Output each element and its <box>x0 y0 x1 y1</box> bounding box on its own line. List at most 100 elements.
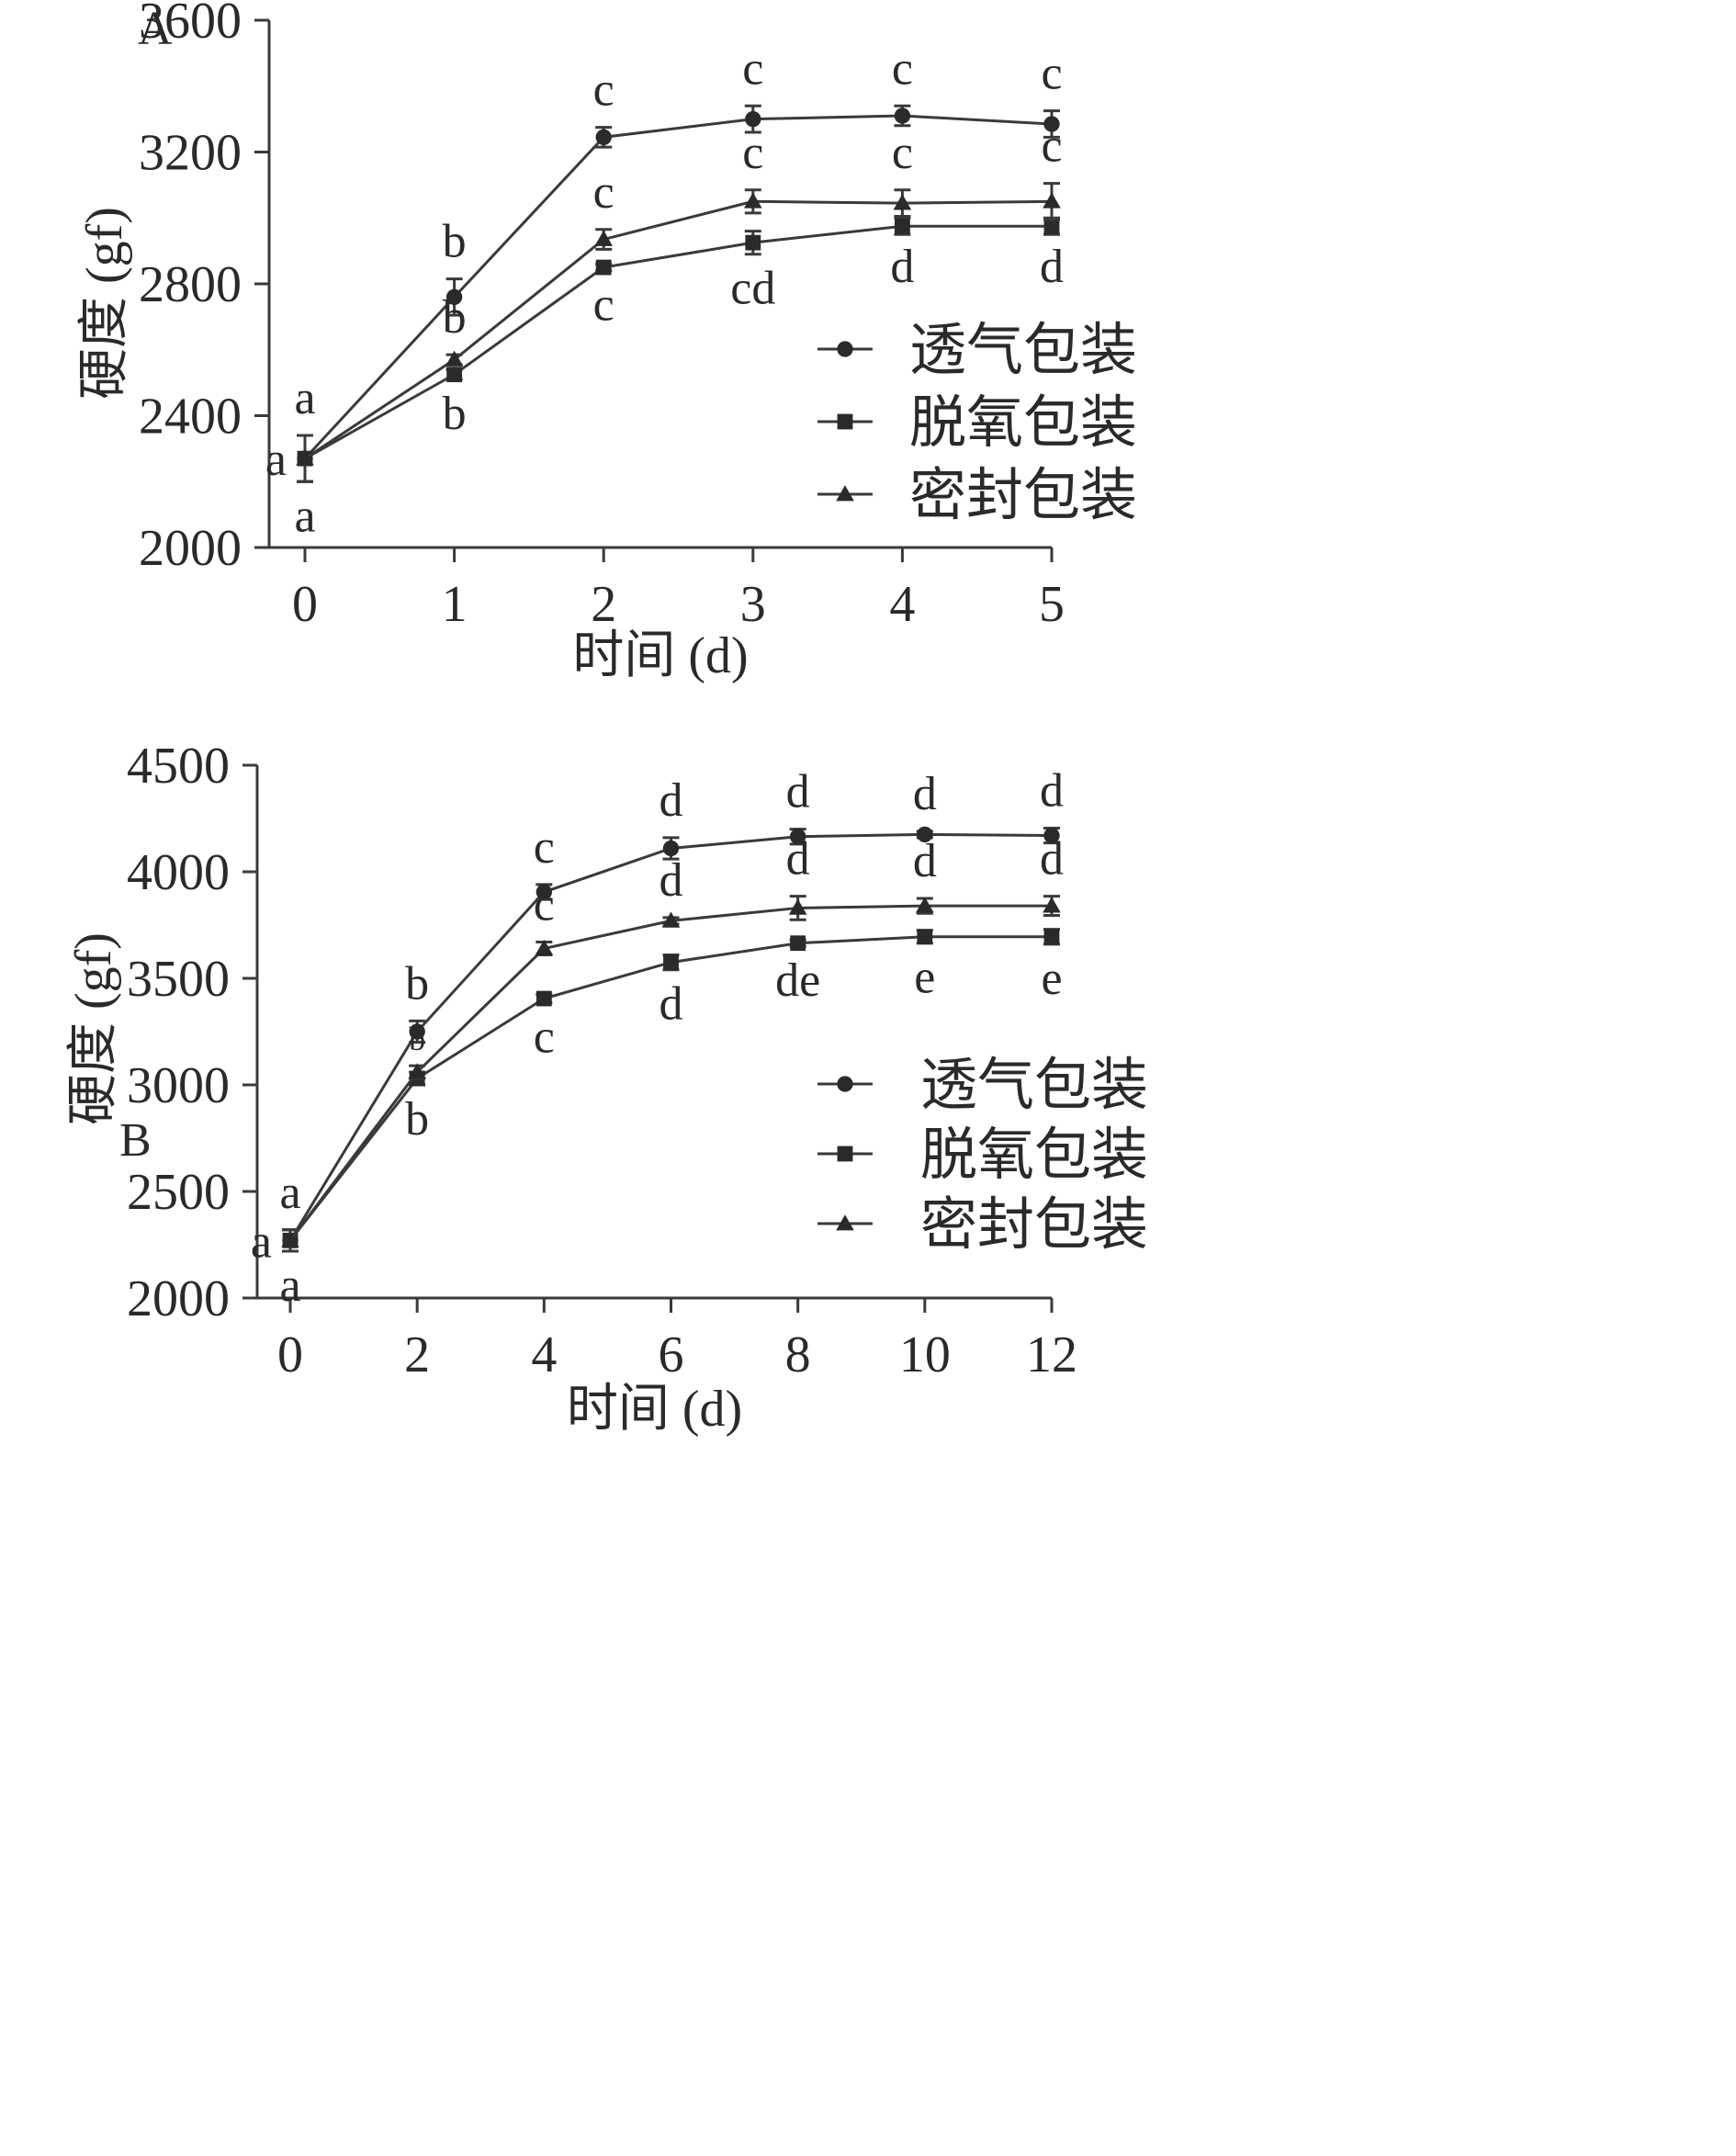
significance-label: c <box>892 42 913 95</box>
marker-triangle <box>744 192 762 209</box>
x-tick-label: 6 <box>659 1326 684 1383</box>
marker-circle <box>837 341 853 357</box>
marker-square <box>790 935 806 952</box>
y-tick-label: 2000 <box>139 520 242 577</box>
marker-circle <box>1043 827 1060 844</box>
series-circle: abc c c c <box>294 42 1063 483</box>
legend-label: 密封包装 <box>920 1194 1148 1257</box>
marker-circle <box>917 826 933 843</box>
y-tick-label: 3500 <box>127 951 230 1008</box>
series-line <box>304 224 1052 460</box>
marker-square <box>1043 929 1060 945</box>
series-square: a b c cd d d <box>265 216 1064 486</box>
significance-label: b <box>443 388 467 440</box>
y-axis-title: 硬度 (gf) <box>76 207 133 400</box>
x-axis-title: 时间 (d) <box>572 627 748 684</box>
significance-label: c <box>1041 48 1062 100</box>
series-triangle: a b c c c c <box>294 120 1062 543</box>
marker-triangle <box>296 449 314 466</box>
marker-circle <box>595 129 612 146</box>
marker-triangle <box>1043 897 1061 913</box>
significance-label: c <box>742 127 763 179</box>
marker-triangle <box>788 898 807 915</box>
y-tick-label: 2400 <box>139 389 242 446</box>
marker-square <box>895 218 910 234</box>
significance-label: a <box>265 434 287 486</box>
marker-square <box>446 367 462 383</box>
legend-label: 透气包装 <box>909 320 1137 382</box>
x-tick-label: 4 <box>531 1326 557 1383</box>
significance-label: d <box>659 978 683 1031</box>
marker-circle <box>894 107 911 124</box>
significance-label: c <box>534 1011 555 1064</box>
significance-label: e <box>1041 953 1062 1005</box>
marker-triangle <box>916 897 934 913</box>
legend-label: 透气包装 <box>920 1055 1148 1117</box>
marker-square <box>837 1146 853 1162</box>
panel-b: B 2000 2500 3000 3500 4000 4500 0 2 4 6 8 10 12 硬度 (g… <box>65 738 1148 1438</box>
marker-circle <box>662 840 680 857</box>
significance-label: d <box>913 768 937 820</box>
x-tick-label: 0 <box>292 576 318 633</box>
y-tick-label: 3200 <box>139 125 242 182</box>
y-tick-label: 4000 <box>127 844 230 901</box>
significance-label: d <box>786 766 810 818</box>
significance-label: b <box>443 216 467 268</box>
significance-label: c <box>534 879 555 931</box>
x-tick-label: 12 <box>1026 1326 1077 1383</box>
significance-label: a <box>279 1259 300 1312</box>
marker-triangle <box>836 485 854 502</box>
marker-square <box>837 413 853 430</box>
significance-label: b <box>409 1021 425 1057</box>
marker-circle <box>445 288 463 306</box>
marker-triangle <box>594 230 613 246</box>
x-tick-label: 4 <box>889 576 915 633</box>
y-tick-label: 3600 <box>139 0 242 50</box>
legend-label: 密封包装 <box>909 465 1137 527</box>
significance-label: b <box>405 1093 429 1146</box>
significance-label: de <box>775 954 820 1007</box>
significance-label: c <box>534 821 555 874</box>
series-line <box>303 114 1053 460</box>
y-tick-label: 2500 <box>127 1164 230 1221</box>
marker-triangle <box>1043 192 1061 209</box>
significance-label: d <box>1040 241 1064 293</box>
marker-square <box>1043 218 1060 234</box>
panel-label-a: A <box>138 3 173 55</box>
marker-triangle <box>445 350 464 367</box>
significance-label: a <box>294 372 315 424</box>
marker-triangle <box>281 1231 299 1247</box>
y-tick-label: 2800 <box>139 256 242 313</box>
x-tick-label: 1 <box>442 576 468 633</box>
panel-label-b: B <box>119 1114 152 1167</box>
marker-circle <box>789 829 806 845</box>
marker-triangle <box>836 1214 854 1231</box>
y-tick-label: 4500 <box>127 738 230 795</box>
significance-label: a <box>279 1167 300 1219</box>
significance-label: d <box>913 835 937 887</box>
x-tick-label: 5 <box>1039 576 1065 633</box>
significance-label: b <box>443 291 467 344</box>
series-triangle: a b c d d d d <box>279 833 1064 1312</box>
significance-label: b <box>405 957 429 1010</box>
marker-circle <box>535 884 553 900</box>
marker-triangle <box>408 1063 426 1079</box>
marker-square <box>745 234 761 251</box>
significance-label: a <box>294 490 315 542</box>
x-tick-label: 2 <box>404 1326 430 1383</box>
x-tick-label: 2 <box>591 576 616 633</box>
x-tick-label: 0 <box>277 1326 303 1383</box>
significance-label: d <box>659 774 683 827</box>
panel-a: A 2000 2400 2800 3200 3600 0 1 2 3 4 5 硬度 (gf) 时间 (d… <box>76 0 1137 684</box>
significance-label: c <box>593 64 614 117</box>
significance-label: c <box>1041 120 1062 173</box>
significance-label: cd <box>730 263 775 315</box>
significance-label: c <box>742 42 763 95</box>
marker-circle <box>1043 116 1060 132</box>
series-line <box>304 199 1053 460</box>
x-tick-label: 3 <box>740 576 766 633</box>
